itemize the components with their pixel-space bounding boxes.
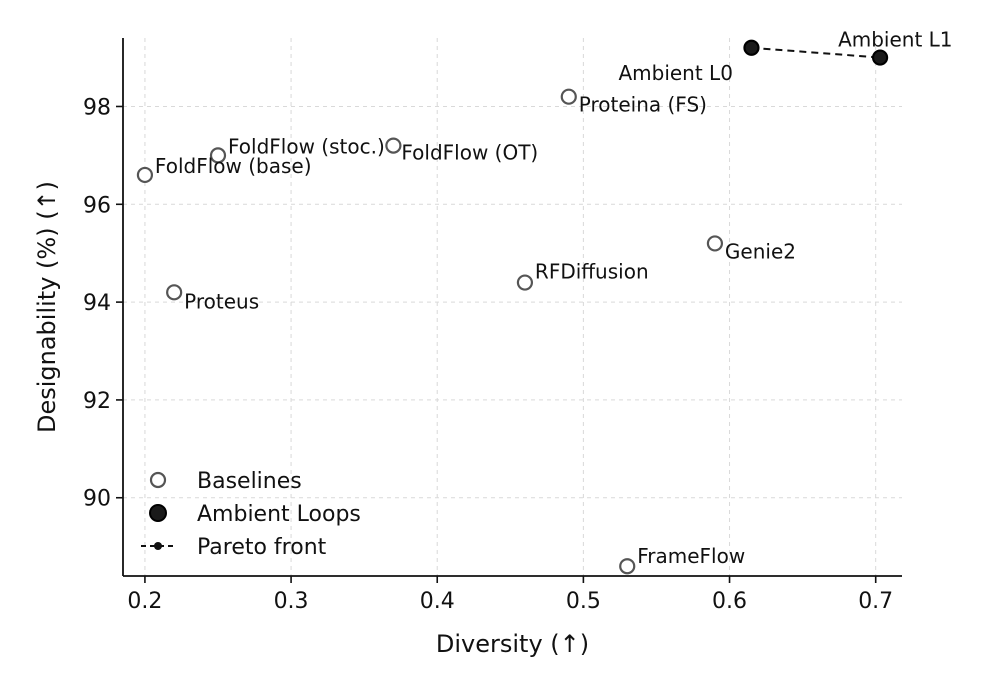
x-tick-label: 0.4 (420, 589, 455, 614)
point-label-foldflow-ot: FoldFlow (OT) (401, 141, 538, 165)
point-proteina-fs (560, 88, 577, 105)
y-axis-title: Designability (%) (↑) (33, 181, 61, 433)
y-tick-label: 98 (83, 95, 111, 120)
point-label-frameflow: FrameFlow (637, 544, 745, 568)
x-tick-label: 0.6 (712, 589, 747, 614)
legend-marker-baselines (149, 471, 167, 489)
pareto-front-line (751, 46, 881, 59)
ticks: 0.2 0.3 0.4 0.5 0.6 0.7 90 92 94 96 98 (83, 95, 893, 614)
point-label-genie2: Genie2 (725, 239, 796, 263)
point-label-ambient-l1: Ambient L1 (838, 28, 952, 52)
point-labels-layer: FoldFlow (base)FoldFlow (stoc.) FoldFlow … (155, 28, 953, 569)
point-label-ambient-l0: Ambient L0 (618, 61, 732, 85)
point-label-foldflow-base: FoldFlow (base) (155, 154, 312, 178)
point-label-foldflow-stoc: FoldFlow (stoc.) (228, 134, 385, 158)
point-proteus (166, 284, 183, 301)
y-tick-label: 94 (83, 291, 111, 316)
grid (123, 38, 902, 576)
y-tick-label: 92 (83, 389, 111, 414)
point-genie2 (706, 235, 724, 252)
legend-label-ambient-loops: Ambient Loops (197, 502, 361, 527)
x-tick-label: 0.5 (566, 589, 601, 614)
legend-label-pareto-front: Pareto front (197, 535, 327, 560)
point-foldflow-ot (385, 137, 402, 154)
point-ambient-l0 (743, 39, 760, 56)
x-tick-label: 0.2 (127, 589, 162, 614)
x-tick-label: 0.3 (274, 589, 309, 614)
point-label-proteus: Proteus (184, 289, 259, 313)
pareto-front-layer (751, 46, 881, 59)
legend-marker-ambient-loops (149, 504, 167, 522)
point-ambient-l1 (871, 49, 889, 66)
point-label-proteina-fs: Proteina (FS) (579, 93, 707, 117)
points-layer (136, 39, 889, 575)
point-rfdiffusion (516, 274, 534, 291)
legend-label-baselines: Baselines (197, 469, 302, 494)
point-frameflow (619, 558, 636, 575)
point-label-rfdiffusion: RFDiffusion (535, 260, 649, 284)
legend: Baselines Ambient Loops Pareto front (141, 469, 361, 560)
point-foldflow-base (136, 166, 154, 184)
point-foldflow-stoc (209, 147, 227, 164)
axes (122, 38, 902, 577)
legend-marker-pareto-dot (154, 542, 162, 550)
x-axis-title: Diversity (↑) (436, 630, 589, 658)
y-tick-label: 96 (83, 193, 111, 218)
x-tick-label: 0.7 (858, 589, 893, 614)
y-tick-label: 90 (83, 487, 111, 512)
